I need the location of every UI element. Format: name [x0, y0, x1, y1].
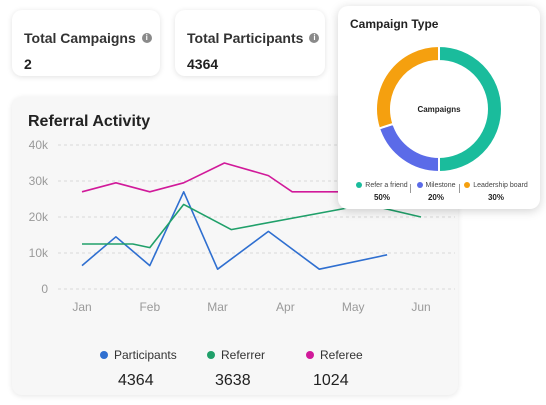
series-line-referrer [82, 203, 422, 249]
leadership-board-pct: 30% [487, 193, 504, 202]
campaign-type-title: Campaign Type [350, 17, 439, 31]
info-icon[interactable]: i [141, 33, 152, 44]
leadership-board-label: Leadership board [473, 182, 528, 189]
total-campaigns-card: Total Campaigns i 2 [12, 10, 160, 76]
leadership-board-dot [464, 182, 471, 189]
y-tick-label: 20k [29, 210, 49, 224]
referee-dot [306, 350, 314, 359]
x-tick-label: Feb [139, 300, 160, 314]
x-tick-label: Apr [276, 300, 295, 314]
participants-total: 4364 [118, 372, 154, 389]
refer-a-friend-pct: 50% [373, 193, 390, 202]
total-participants-label: Total Participants [187, 30, 304, 46]
legend-referee[interactable]: Referee [306, 348, 363, 362]
legend-refer-a-friend[interactable]: Refer a friend 50% [352, 182, 412, 202]
total-campaigns-label: Total Campaigns [24, 30, 136, 46]
donut-center-label: Campaigns [417, 105, 461, 114]
legend-referrer[interactable]: Referrer [207, 348, 265, 362]
x-tick-label: Jun [411, 300, 430, 314]
legend-milestone[interactable]: Milestone 20% [414, 182, 458, 202]
x-tick-label: Jan [72, 300, 91, 314]
y-tick-label: 30k [29, 174, 49, 188]
referrer-total: 3638 [215, 372, 251, 389]
legend-divider [410, 184, 411, 193]
x-tick-label: May [342, 300, 365, 314]
donut-slice-milestone [377, 122, 440, 174]
legend-divider [459, 184, 460, 193]
campaign-type-donut: Campaigns [375, 44, 503, 174]
refer-a-friend-label: Refer a friend [365, 182, 408, 189]
info-icon[interactable]: i [309, 33, 320, 44]
series-line-referee [81, 162, 421, 193]
legend-participants[interactable]: Participants [100, 348, 177, 362]
referrer-dot [207, 350, 215, 359]
campaign-type-card: Campaign Type Campaigns Refer a friend 5… [338, 6, 540, 209]
total-campaigns-value: 2 [24, 56, 32, 72]
refer-a-friend-dot [356, 182, 363, 189]
milestone-dot [416, 182, 423, 189]
legend-leadership-board[interactable]: Leadership board 30% [462, 182, 530, 202]
donut-slice-leadership-board [375, 44, 440, 130]
milestone-pct: 20% [427, 193, 444, 202]
total-participants-value: 4364 [187, 56, 219, 72]
series-line-participants [81, 191, 388, 271]
x-tick-label: Mar [207, 300, 228, 314]
legend-participants-label: Participants [114, 348, 177, 362]
legend-referrer-label: Referrer [221, 348, 266, 362]
referral-activity-title: Referral Activity [28, 113, 151, 130]
legend-referee-label: Referee [320, 348, 363, 362]
y-tick-label: 40k [29, 138, 49, 152]
participants-dot [100, 350, 108, 359]
y-tick-label: 0 [41, 282, 48, 296]
y-tick-label: 10k [29, 246, 49, 260]
total-participants-card: Total Participants i 4364 [175, 10, 325, 76]
milestone-label: Milestone [425, 182, 456, 189]
referee-total: 1024 [313, 372, 349, 389]
